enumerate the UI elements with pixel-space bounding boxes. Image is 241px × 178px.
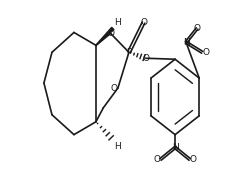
Text: O: O	[190, 155, 197, 164]
Text: O: O	[194, 24, 201, 33]
Text: O: O	[140, 18, 147, 27]
Text: H: H	[114, 18, 120, 27]
Text: P: P	[126, 48, 132, 57]
Text: O: O	[111, 83, 118, 93]
Text: N: N	[183, 38, 189, 47]
Text: N: N	[172, 143, 179, 152]
Text: O: O	[154, 155, 161, 164]
Text: O: O	[142, 54, 149, 63]
Polygon shape	[96, 27, 114, 45]
Text: O: O	[107, 29, 114, 38]
Text: H: H	[114, 142, 120, 151]
Text: O: O	[202, 48, 209, 57]
